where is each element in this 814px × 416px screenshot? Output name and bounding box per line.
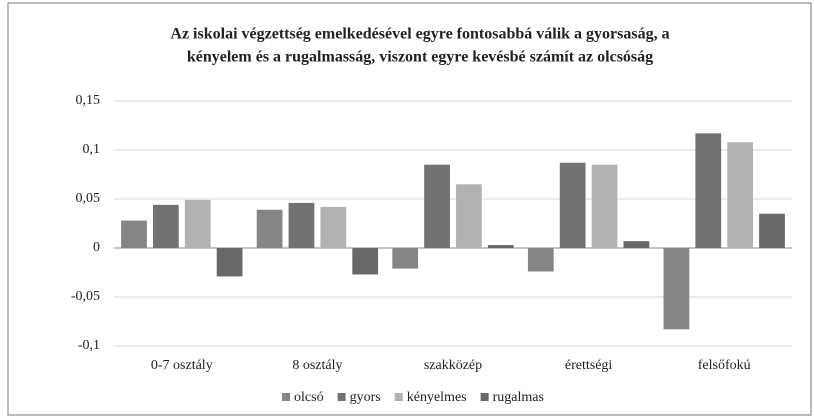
y-tick-label: 0,05 — [76, 191, 101, 206]
bar — [320, 206, 347, 248]
bar — [256, 209, 283, 248]
bar — [759, 213, 785, 248]
bar — [487, 245, 514, 248]
legend-label: gyors — [350, 390, 381, 405]
legend-label: olcsó — [294, 390, 324, 405]
chart-title: Az iskolai végzettség emelkedésével egyr… — [170, 26, 669, 43]
x-tick-label: felsőfokú — [698, 358, 751, 373]
bar — [216, 248, 243, 277]
y-tick-label: -0,1 — [78, 338, 100, 353]
bar — [152, 204, 179, 248]
legend-label: kényelmes — [407, 390, 467, 405]
bar — [392, 248, 419, 269]
bar — [591, 164, 618, 248]
legend-swatch — [282, 393, 291, 401]
legend-swatch — [480, 393, 489, 401]
x-tick-label: szakközép — [424, 358, 482, 373]
bar — [623, 241, 650, 248]
chart-title: kényelem és a rugalmasság, viszont egyre… — [187, 49, 653, 66]
legend-swatch — [337, 393, 346, 401]
bar — [695, 133, 722, 248]
bar — [727, 142, 754, 248]
legend-label: rugalmas — [493, 390, 544, 405]
bar — [184, 199, 211, 248]
bar — [424, 164, 450, 248]
y-tick-label: 0 — [93, 240, 100, 255]
y-tick-label: -0,05 — [71, 289, 100, 304]
bar — [527, 248, 554, 272]
bar — [663, 248, 690, 330]
bar — [288, 202, 315, 248]
legend-swatch — [394, 393, 403, 401]
bar — [456, 184, 482, 248]
bar — [559, 162, 586, 248]
x-tick-label: 8 osztály — [292, 358, 342, 373]
y-tick-label: 0,15 — [76, 93, 101, 108]
y-tick-label: 0,1 — [83, 142, 101, 157]
bar — [352, 248, 379, 275]
x-tick-label: érettségi — [565, 358, 613, 373]
x-tick-label: 0-7 osztály — [151, 358, 213, 373]
bar — [121, 220, 147, 248]
